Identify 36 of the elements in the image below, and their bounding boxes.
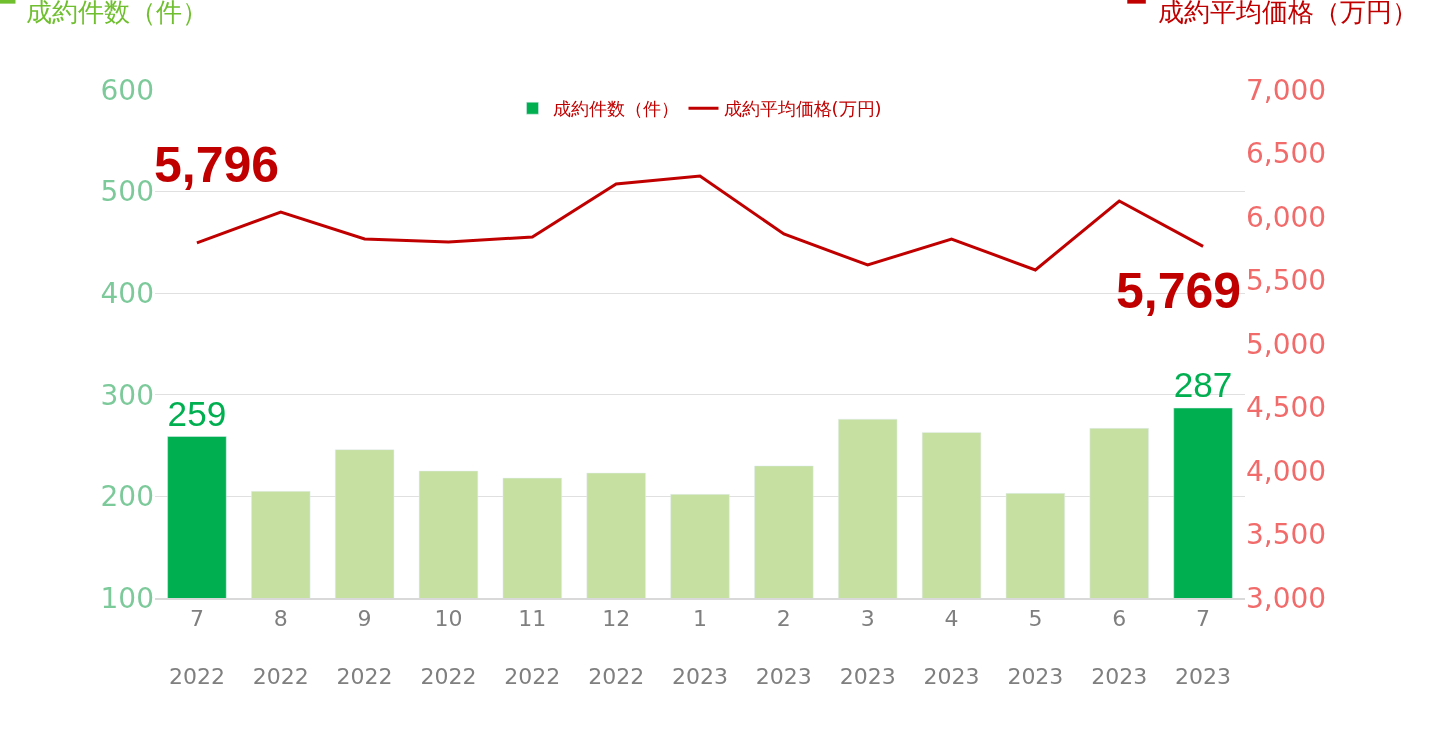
category-label: 4 2023: [923, 606, 980, 689]
data-label: 287: [1173, 365, 1233, 405]
category-label: 7 2022: [168, 606, 225, 689]
category-label: 1 2023: [672, 606, 728, 689]
data-label: 5,796: [154, 137, 280, 193]
y-tick-label: 400: [100, 277, 154, 310]
data-label: 259: [167, 393, 227, 433]
legend-label: 成約平均価格(万円): [723, 98, 882, 120]
y2-tick-label: 3,500: [1246, 518, 1327, 552]
y-tick-label: 200: [100, 480, 154, 514]
category-label: 10 2022: [420, 606, 477, 689]
y2-tick-label: 6,500: [1246, 137, 1327, 171]
category-label: 8 2022: [252, 606, 309, 689]
y2-tick-label: 4,000: [1246, 454, 1327, 488]
category-label: 12 2022: [588, 606, 645, 689]
y2-tick-label: 3,000: [1246, 581, 1327, 615]
category-label: 6 2023: [1091, 606, 1148, 689]
y2-tick-label: 5,500: [1246, 264, 1327, 298]
category-label: 9 2022: [336, 606, 393, 689]
y-tick-label: 300: [100, 378, 154, 412]
category-label: 2 2023: [755, 606, 812, 689]
y2-tick-label: 7,000: [1246, 73, 1327, 107]
y-tick-label: 600: [100, 73, 154, 107]
category-label: 11 2022: [504, 606, 561, 689]
data-label: 5,769: [1116, 263, 1242, 319]
y2-tick-label: 6,000: [1246, 200, 1327, 234]
y2-axis-title: 成約平均価格（万円）: [1158, 0, 1418, 27]
category-label: 3 2023: [839, 606, 896, 689]
category-label: 5 2023: [1007, 606, 1064, 689]
y-axis-title: 成約件数（件）: [26, 0, 208, 27]
y-tick-label: 500: [100, 175, 154, 209]
y2-tick-label: 4,500: [1246, 391, 1327, 425]
y2-tick-label: 5,000: [1246, 327, 1327, 361]
legend-label: 成約件数（件）: [552, 98, 679, 120]
category-label: 7 2023: [1175, 606, 1232, 689]
y-tick-label: 100: [100, 581, 154, 615]
